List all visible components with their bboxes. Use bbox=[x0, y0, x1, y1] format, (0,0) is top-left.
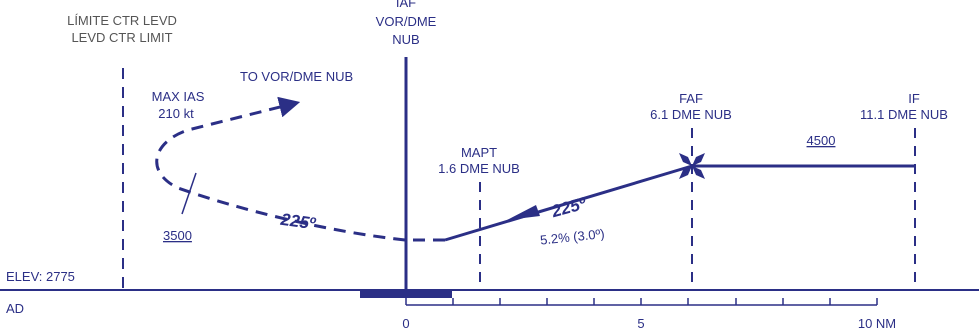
scale-label-5: 5 bbox=[637, 316, 644, 331]
altitude-4500-label: 4500 bbox=[807, 133, 836, 148]
faf-dme-label: 6.1 DME NUB bbox=[650, 107, 732, 122]
distance-scale-ticks bbox=[405, 298, 878, 305]
missed-altitude-tick bbox=[181, 172, 197, 215]
faf-maltese-cross-icon bbox=[679, 153, 705, 179]
missed-course-label: 225º bbox=[279, 210, 318, 234]
scale-label-10: 10 NM bbox=[858, 316, 896, 331]
if-label: IF bbox=[908, 91, 920, 106]
missed-altitude-label: 3500 bbox=[163, 228, 192, 243]
mapt-dme-label: 1.6 DME NUB bbox=[438, 161, 520, 176]
iaf-vor-dme-label: VOR/DME bbox=[376, 14, 437, 29]
aerodrome-label: AD bbox=[6, 301, 24, 316]
final-approach-segment bbox=[444, 164, 693, 242]
ctr-limit-label-es: LÍMITE CTR LEVD bbox=[67, 13, 177, 28]
runway-bar bbox=[360, 289, 452, 298]
elevation-label: ELEV: 2775 bbox=[6, 269, 75, 284]
iaf-label: IAF bbox=[396, 0, 416, 10]
ctr-limit-label-en: LEVD CTR LIMIT bbox=[71, 30, 172, 45]
to-vor-dme-label: TO VOR/DME NUB bbox=[240, 69, 353, 84]
max-ias-value: 210 kt bbox=[158, 106, 194, 121]
faf-label: FAF bbox=[679, 91, 703, 106]
if-dme-label: 11.1 DME NUB bbox=[860, 107, 948, 122]
missed-approach-path bbox=[155, 96, 445, 242]
final-approach-arrow-icon bbox=[507, 205, 540, 220]
mapt-label: MAPT bbox=[461, 145, 497, 160]
scale-label-0: 0 bbox=[402, 316, 409, 331]
iaf-nub-label: NUB bbox=[392, 32, 419, 47]
gradient-label: 5.2% (3.0º) bbox=[539, 226, 605, 248]
max-ias-label: MAX IAS bbox=[152, 89, 205, 104]
final-course-label: 225º bbox=[549, 194, 589, 222]
